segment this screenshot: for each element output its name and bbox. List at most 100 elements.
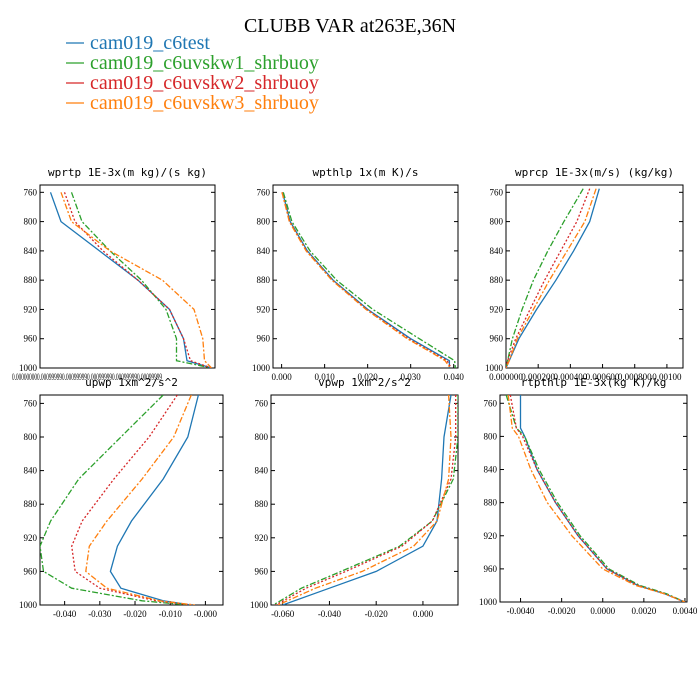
panels: wprtp 1E-3x(m kg)/(s kg) 760 800 840 880 920 9… (12, 166, 698, 619)
y-tick-label: 880 (490, 275, 504, 285)
x-tick-label: 0.000 (271, 372, 292, 382)
series-line-4 (281, 192, 451, 368)
series-line-3 (275, 395, 457, 605)
y-tick-label: 880 (24, 275, 38, 285)
y-tick-label: 800 (490, 217, 504, 227)
y-tick-label: 760 (490, 187, 504, 197)
x-tick-label: -0.020 (365, 609, 389, 619)
x-tick-label: -0.040 (53, 609, 77, 619)
y-tick-label: 840 (490, 246, 504, 256)
legend-label: cam019_c6test (90, 32, 210, 54)
x-tick-label: -0.030 (88, 609, 112, 619)
x-tick-label: -0.060 (271, 609, 295, 619)
y-tick-label: 1000 (250, 600, 269, 610)
y-tick-label: 960 (490, 334, 504, 344)
panel-title: rtpthlp 1E-3x(kg K)/kg (521, 376, 667, 389)
panel-2: wpthlp 1x(m K)/s76080084088092096010000.… (252, 166, 464, 382)
x-tick-label: 0.00100 (652, 372, 682, 382)
y-tick-label: 760 (255, 398, 269, 408)
y-tick-label: 880 (257, 275, 271, 285)
y-tick-label: 880 (484, 498, 498, 508)
series-line-2 (40, 395, 188, 605)
y-tick-label: 840 (24, 466, 38, 476)
plot-frame (499, 394, 688, 603)
series-line-1 (506, 188, 600, 368)
y-tick-label: 800 (255, 432, 269, 442)
series-line-3 (509, 395, 686, 602)
x-tick-label: 0.0020 (631, 606, 656, 616)
x-tick-label: -0.020 (123, 609, 147, 619)
y-tick-label: 800 (484, 431, 498, 441)
y-tick-label: 920 (490, 304, 504, 314)
legend-label: cam019_c6uvskw2_shrbuoy (90, 72, 319, 94)
series-line-3 (63, 192, 212, 368)
y-tick-label: 920 (484, 531, 498, 541)
y-tick-label: 840 (255, 466, 269, 476)
series-line-4 (60, 192, 212, 368)
x-tick-label: -0.0040 (507, 606, 535, 616)
y-tick-label: 1000 (479, 597, 498, 607)
panel-title: wprcp 1E-3x(m/s) (kg/kg) (515, 166, 674, 179)
x-tick-label: 0.000600 (586, 372, 620, 382)
y-tick-label: 840 (484, 465, 498, 475)
series-line-1 (282, 395, 452, 605)
y-tick-label: 960 (24, 566, 38, 576)
x-tick-label: 0.030 (401, 372, 422, 382)
y-tick-label: 920 (24, 304, 38, 314)
x-tick-label: -0.040 (318, 609, 342, 619)
x-tick-label: 0.000200 (521, 372, 555, 382)
y-tick-label: 760 (257, 187, 271, 197)
legend-label: cam019_c6uvskw3_shrbuoy (90, 92, 319, 114)
panel-4: upwp 1xm^2/s^2 760 800 840 880 920 960 1000 -0.0… (19, 376, 224, 619)
panel-1: wprtp 1E-3x(m kg)/(s kg) 760 800 840 880 920 9… (12, 166, 216, 382)
y-tick-label: 920 (257, 304, 271, 314)
y-tick-label: 880 (24, 499, 38, 509)
series-line-3 (506, 188, 591, 368)
x-tick-label: -0.010 (159, 609, 183, 619)
series-line-4 (507, 395, 686, 602)
y-tick-label: 920 (255, 533, 269, 543)
y-tick-label: 840 (257, 246, 271, 256)
y-tick-label: 880 (255, 499, 269, 509)
plot-frame (505, 184, 684, 369)
plot-frame (39, 184, 216, 369)
y-tick-label: 1000 (19, 600, 38, 610)
y-tick-label: 760 (484, 398, 498, 408)
x-tick-label: 0.000000 (489, 372, 523, 382)
x-tick-label: 0.020 (358, 372, 379, 382)
x-tick-label: -0.000 (194, 609, 218, 619)
y-tick-label: 760 (24, 398, 38, 408)
panel-3: wprcp 1E-3x(m/s) (kg/kg) 760 800 840 880 920 9… (485, 166, 684, 382)
plot-frame (272, 184, 459, 369)
x-tick-label: 0.000400 (553, 372, 587, 382)
y-tick-label: 800 (257, 217, 271, 227)
y-tick-label: 760 (24, 187, 38, 197)
x-tick-label: 0.0000 (590, 606, 615, 616)
y-tick-label: 1000 (19, 363, 38, 373)
x-tick-label: 0.000000000.000999990.000999990.00099999… (12, 372, 162, 382)
panel-title: upwp 1xm^2/s^2 (85, 376, 178, 389)
x-tick-label: -0.0020 (548, 606, 576, 616)
panel-title: wpthlp 1x(m K)/s (313, 166, 419, 179)
y-tick-label: 840 (24, 246, 38, 256)
series-line-4 (506, 188, 597, 368)
series-line-2 (282, 192, 457, 368)
y-tick-label: 960 (255, 566, 269, 576)
series-line-1 (49, 192, 212, 368)
y-tick-label: 920 (24, 533, 38, 543)
y-tick-label: 1000 (252, 363, 271, 373)
legend: cam019_c6testcam019_c6uvskw1_shrbuoycam0… (66, 32, 319, 114)
series-line-2 (505, 395, 686, 602)
y-tick-label: 1000 (485, 363, 504, 373)
y-tick-label: 960 (257, 334, 271, 344)
panel-title: vpwp 1xm^2/s^2 (318, 376, 411, 389)
series-line-4 (277, 395, 452, 605)
x-tick-label: 0.0040 (673, 606, 698, 616)
series-line-1 (109, 395, 200, 605)
series-line-3 (281, 192, 452, 368)
series-line-2 (272, 395, 458, 605)
y-tick-label: 800 (24, 432, 38, 442)
series-line-2 (70, 192, 212, 368)
plot-frame (39, 394, 224, 606)
